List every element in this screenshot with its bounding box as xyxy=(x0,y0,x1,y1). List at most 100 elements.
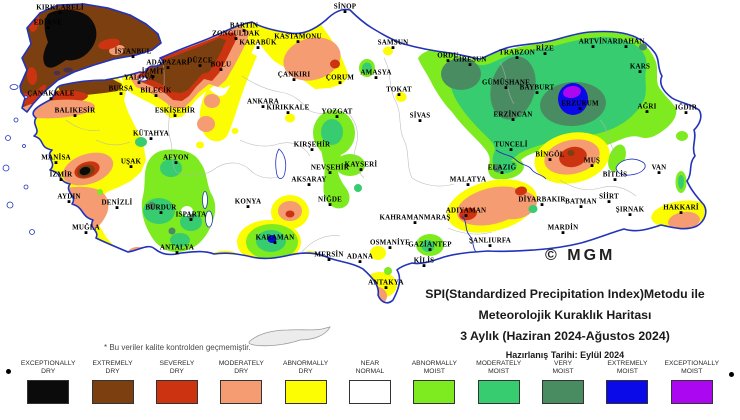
city-label-samsun: SAMSUN xyxy=(378,39,409,47)
map-title-date: Hazırlanış Tarihi: Eylül 2024 xyxy=(505,350,625,360)
title-block: SPI(Standardized Precipitation Index)Met… xyxy=(392,287,738,360)
city-label-bi̇leci̇k: BİLECİK xyxy=(140,87,172,95)
legend-label-extremely_dry: EXTREMELY DRY xyxy=(92,360,133,376)
legend-bullet-right xyxy=(729,372,734,377)
region-samsun-yellow xyxy=(383,46,393,56)
legend-label-abnormally_dry: ABNORMALLY DRY xyxy=(283,360,329,376)
legend-item-near_normal: NEAR NORMAL xyxy=(338,360,402,404)
city-label-ankara: ANKARA xyxy=(247,98,279,106)
legend-items: EXCEPTIONALLY DRY EXTREMELY DRY SEVERELY DRY M… xyxy=(16,360,724,404)
city-label-malatya: MALATYA xyxy=(450,176,486,184)
city-labels: KIRKLARELİ EDİRNE İSTANBUL YALOVAİZMİTADAPA… xyxy=(27,3,699,289)
legend-swatch-exceptionally_dry xyxy=(27,380,70,404)
city-label-aksaray: AKSARAY xyxy=(291,176,326,184)
city-label-bi̇ngöl: BİNGÖL xyxy=(535,151,564,159)
island xyxy=(23,184,29,190)
region-adiyaman-red xyxy=(459,207,477,221)
legend: EXCEPTIONALLY DRY EXTREMELY DRY SEVERELY DRY M… xyxy=(16,360,724,404)
coastline-anatolia xyxy=(32,8,707,304)
mgm-watermark: © MGM xyxy=(545,247,616,264)
city-dot-bi̇tli̇s xyxy=(613,178,617,181)
city-dot-gi̇resun xyxy=(468,63,472,66)
city-dot-tunceli̇ xyxy=(509,148,513,151)
city-label-ardahan: ARDAHAN xyxy=(607,38,644,46)
city-dot-kahramanmaraş xyxy=(413,221,417,224)
region-amasya-seagreen xyxy=(362,62,372,74)
region-elazig-dark-dot xyxy=(493,164,501,172)
region-bingol-brown-dot xyxy=(567,150,575,156)
legend-item-extremely_moist: EXTREMELY MOIST xyxy=(595,360,659,404)
city-dot-si̇i̇rt xyxy=(607,200,611,203)
lake-beysehir xyxy=(205,210,213,228)
city-dot-muş xyxy=(590,164,594,167)
city-label-trabzon: TRABZON xyxy=(499,49,535,57)
legend-label-extremely_moist: EXTREMELY MOIST xyxy=(607,360,648,376)
legend-item-moderately_moist: MODERATELY MOIST xyxy=(467,360,531,404)
city-label-nevşehi̇r: NEVŞEHİR xyxy=(311,164,350,172)
city-label-kahramanmaraş: KAHRAMANMARAŞ xyxy=(379,214,450,222)
legend-swatch-very_moist xyxy=(542,380,585,404)
city-label-bayburt: BAYBURT xyxy=(520,84,555,92)
legend-item-abnormally_moist: ABNORMALLY MOIST xyxy=(402,360,466,404)
city-label-kirklareli̇: KIRKLARELİ xyxy=(36,4,84,12)
city-dot-uşak xyxy=(129,165,133,168)
region-diyarbakir-green-dot xyxy=(528,205,538,213)
city-label-si̇vas: SİVAS xyxy=(410,112,431,120)
region-hakkari-salmon xyxy=(668,211,700,231)
city-dot-karabük xyxy=(256,46,260,49)
city-dot-malatya xyxy=(466,183,470,186)
region-yellow-dot-haymana xyxy=(231,128,239,134)
city-dot-afyon xyxy=(174,161,178,164)
city-dot-isparta xyxy=(189,218,193,221)
city-label-elaziğ: ELAZIĞ xyxy=(488,164,517,172)
region-tokat-yellow xyxy=(395,92,407,102)
region-kutahya-seagreen xyxy=(135,137,147,147)
city-label-mani̇sa: MANİSA xyxy=(41,154,71,162)
city-label-ki̇li̇s: KİLİS xyxy=(414,257,434,265)
region-mugla-red xyxy=(60,223,72,233)
region-van-east-seagreen xyxy=(678,175,684,189)
city-dot-aydin xyxy=(67,200,71,203)
city-dot-amasya xyxy=(374,76,378,79)
city-dot-osmani̇ye xyxy=(388,246,392,249)
city-label-gümüşhane: GÜMÜŞHANE xyxy=(482,79,530,87)
city-dot-erzi̇ncan xyxy=(511,118,515,121)
legend-item-severely_dry: SEVERELY DRY xyxy=(145,360,209,404)
city-label-düzce: DÜZCE xyxy=(187,57,213,65)
city-label-kars: KARS xyxy=(630,63,650,71)
map-title-line-2: Meteorolojik Kuraklık Haritası xyxy=(478,308,652,322)
city-label-isparta: ISPARTA xyxy=(176,211,207,219)
city-dot-kirklareli̇ xyxy=(58,11,62,14)
legend-swatch-abnormally_moist xyxy=(413,380,456,404)
legend-item-extremely_dry: EXTREMELY DRY xyxy=(80,360,144,404)
region-kastamonu-red xyxy=(330,59,340,69)
region-diyarbakir-salmon xyxy=(493,190,537,220)
city-dot-çankiri xyxy=(292,78,296,81)
map-title-line-1: SPI(Standardized Precipitation Index)Met… xyxy=(425,287,705,301)
legend-item-exceptionally_dry: EXCEPTIONALLY DRY xyxy=(16,360,80,404)
region-erzurum-purple xyxy=(563,85,581,99)
region-thrace-black xyxy=(43,9,97,68)
city-label-ağri: AĞRI xyxy=(637,103,656,111)
city-label-adiyaman: ADIYAMAN xyxy=(446,207,487,215)
region-kastamonu-salmon-dot xyxy=(296,14,304,20)
city-label-artvi̇n: ARTVİN xyxy=(579,38,608,46)
city-dot-yalova xyxy=(137,81,141,84)
city-dot-si̇nop xyxy=(343,10,347,13)
region-bingol-red xyxy=(559,146,587,168)
legend-swatch-severely_dry xyxy=(155,380,198,404)
city-dot-bolu xyxy=(219,68,223,71)
legend-swatch-abnormally_dry xyxy=(284,380,327,404)
city-dot-i̇stanbul xyxy=(131,55,135,58)
city-dot-eski̇şehi̇r xyxy=(173,114,177,117)
city-dot-kirşehi̇r xyxy=(310,148,314,151)
region-iskenderun-green-dot xyxy=(384,267,392,275)
island xyxy=(53,70,61,76)
city-label-karaman: KARAMAN xyxy=(256,234,295,242)
city-label-i̇zmi̇r: İZMİR xyxy=(50,171,74,179)
city-dot-muğla xyxy=(84,231,88,234)
city-label-erzi̇ncan: ERZİNCAN xyxy=(494,111,533,119)
city-label-çorum: ÇORUM xyxy=(326,74,354,82)
city-label-si̇nop: SİNOP xyxy=(334,3,357,11)
